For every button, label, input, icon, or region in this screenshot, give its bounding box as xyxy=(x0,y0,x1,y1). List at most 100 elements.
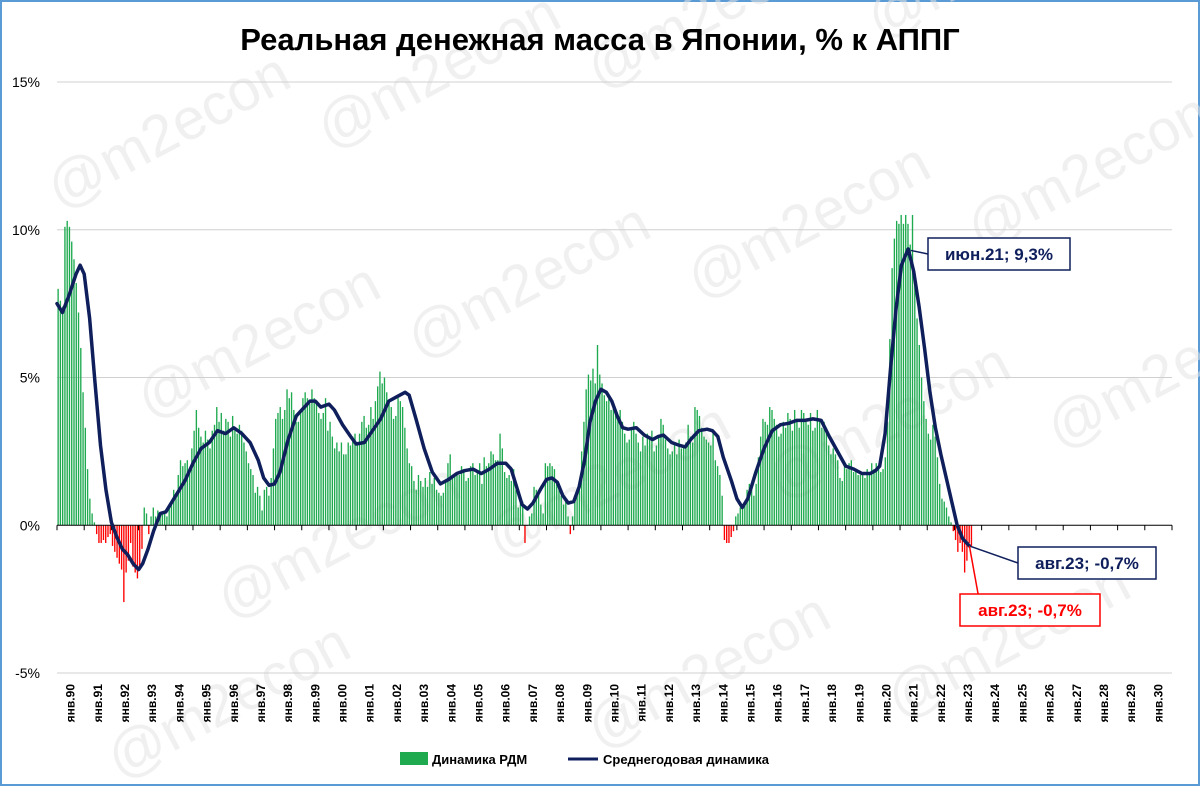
bar xyxy=(900,214,902,526)
bar xyxy=(775,424,778,526)
bar xyxy=(343,454,345,526)
bar xyxy=(626,442,628,526)
bar xyxy=(680,448,683,526)
bar xyxy=(315,404,318,526)
bar xyxy=(712,433,714,526)
bar xyxy=(136,525,139,579)
annotation-box xyxy=(959,593,1101,627)
bar xyxy=(399,401,402,526)
bar xyxy=(784,427,787,526)
bar xyxy=(86,469,89,526)
x-tick-label: янв.09 xyxy=(580,684,594,723)
x-tick-label: янв.30 xyxy=(1151,684,1165,723)
bar xyxy=(737,513,739,526)
bar xyxy=(424,477,426,526)
bar xyxy=(535,489,537,526)
bar xyxy=(290,392,293,526)
bar xyxy=(238,424,241,526)
bar xyxy=(469,466,472,526)
bar xyxy=(148,525,150,535)
bar xyxy=(152,507,154,526)
bar xyxy=(633,421,635,526)
bar xyxy=(59,300,62,526)
bar xyxy=(834,454,837,526)
bar xyxy=(324,398,327,526)
bar xyxy=(401,407,404,526)
bar xyxy=(517,507,519,526)
bar xyxy=(263,489,266,526)
bar xyxy=(415,489,417,526)
bar xyxy=(757,457,760,526)
bar xyxy=(635,433,637,526)
bar xyxy=(494,460,497,526)
bar xyxy=(492,454,494,526)
bar xyxy=(304,392,306,526)
x-tick-label: янв.92 xyxy=(118,684,132,723)
bar xyxy=(932,424,934,526)
bar xyxy=(796,418,798,526)
bar xyxy=(311,389,313,526)
bar xyxy=(173,489,175,526)
bar xyxy=(882,469,884,526)
bar xyxy=(859,475,862,526)
bar xyxy=(764,421,766,526)
bar xyxy=(123,525,125,603)
bar xyxy=(861,472,864,526)
bar xyxy=(823,421,825,526)
bar xyxy=(474,475,476,526)
bar xyxy=(429,472,431,526)
x-tick-label: янв.98 xyxy=(281,684,295,723)
legend-label-line: Среднегодовая динамика xyxy=(603,752,770,767)
bar xyxy=(485,466,488,526)
bar xyxy=(744,501,746,526)
bar xyxy=(553,469,556,526)
bar xyxy=(590,380,592,526)
bar xyxy=(200,436,202,526)
x-tick-label: янв.11 xyxy=(635,684,649,722)
bar xyxy=(370,407,372,526)
bar xyxy=(80,347,82,526)
bar xyxy=(884,457,886,526)
bar xyxy=(567,516,569,526)
bar xyxy=(637,442,639,526)
bar xyxy=(821,427,823,526)
bar xyxy=(440,495,442,526)
bar xyxy=(84,427,87,526)
bar xyxy=(925,418,927,526)
bar xyxy=(914,271,916,526)
bar xyxy=(791,430,794,526)
bar xyxy=(571,516,574,526)
bar xyxy=(814,427,816,526)
y-tick-label: 15% xyxy=(12,74,40,90)
watermark-text: @m2econ xyxy=(1036,280,1200,462)
bar xyxy=(537,489,540,526)
bar xyxy=(587,374,590,526)
bar xyxy=(927,433,930,526)
bar xyxy=(911,214,914,526)
bar xyxy=(458,475,460,526)
bar xyxy=(247,463,250,526)
watermark-layer: @m2econ @m2econ @m2econ@m2econ @m2econ @m2ec… xyxy=(36,0,1200,786)
bar xyxy=(61,306,64,526)
bar xyxy=(762,418,764,526)
bar xyxy=(306,398,309,526)
bar xyxy=(624,433,626,526)
bar xyxy=(77,312,80,526)
bar xyxy=(939,483,941,526)
bar xyxy=(145,513,148,526)
bar xyxy=(442,492,445,526)
bar xyxy=(406,448,408,526)
bar xyxy=(857,475,859,526)
bar xyxy=(970,525,973,546)
x-tick-label: янв.10 xyxy=(608,684,622,723)
bar xyxy=(365,427,368,526)
bar xyxy=(320,418,322,526)
bar xyxy=(778,436,780,526)
legend: Динамика РДМ Среднегодовая динамика xyxy=(400,752,770,767)
bar xyxy=(254,492,256,526)
bar xyxy=(701,427,703,526)
bar xyxy=(161,513,164,526)
bar xyxy=(578,480,581,526)
bar xyxy=(954,525,957,541)
